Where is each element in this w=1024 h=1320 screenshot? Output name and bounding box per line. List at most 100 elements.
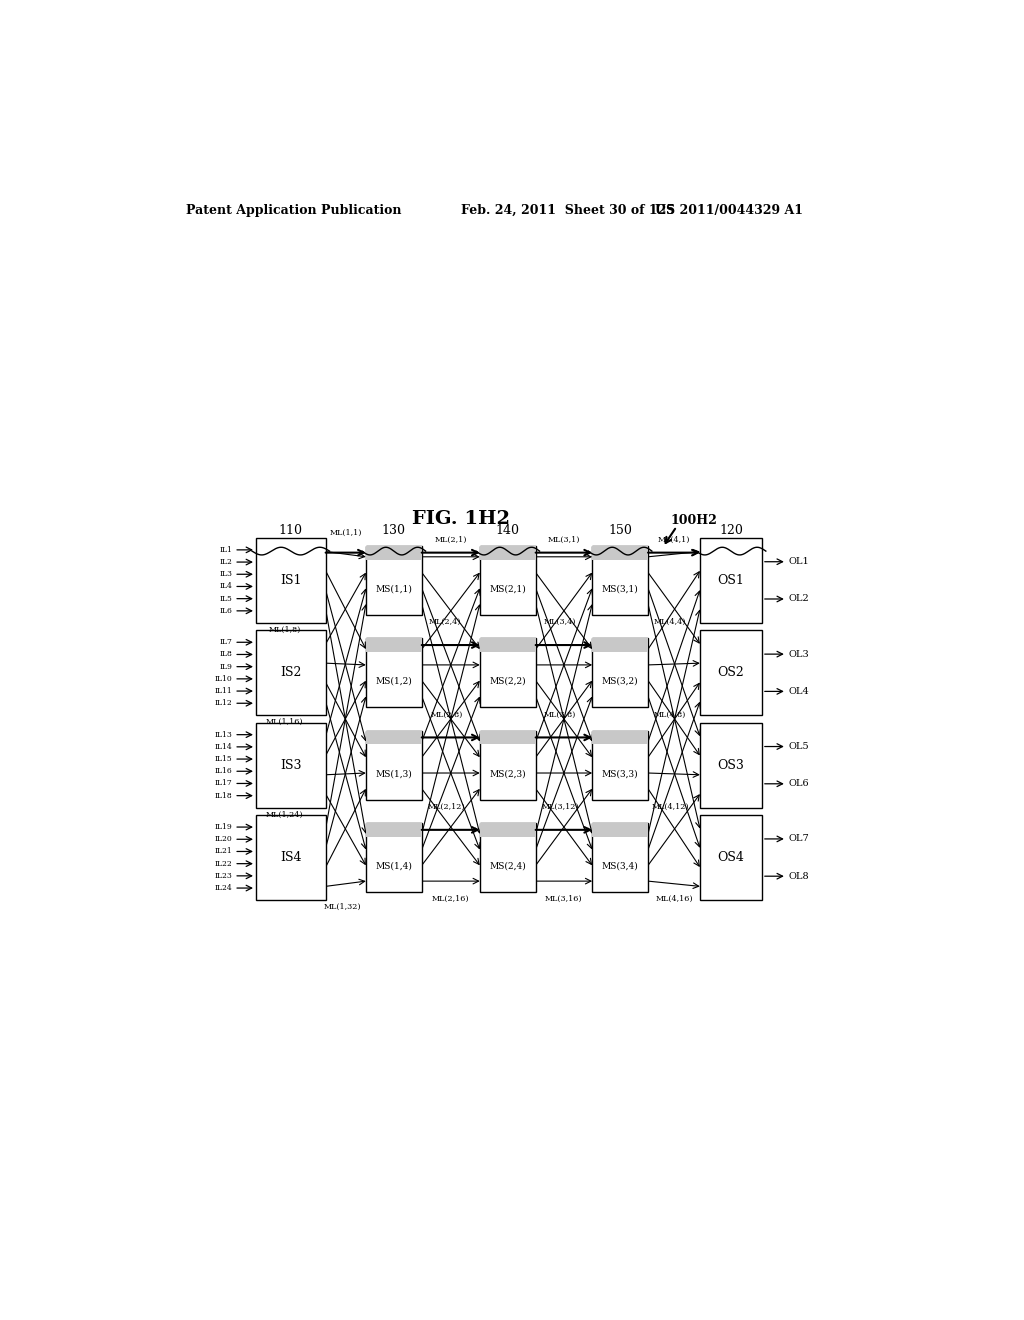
Text: MS(1,3): MS(1,3) [376,770,413,777]
Text: OL4: OL4 [788,686,809,696]
Text: 110: 110 [279,524,303,537]
Bar [700,723,762,808]
Text: IL18: IL18 [215,792,232,800]
Text: ML(3,12): ML(3,12) [542,803,579,810]
Text: FIG. 1H2: FIG. 1H2 [413,510,510,528]
Text: IL19: IL19 [215,824,232,832]
Text: ML(2,12): ML(2,12) [428,803,466,810]
Text: OL8: OL8 [788,871,809,880]
Text: IS4: IS4 [280,851,301,865]
Bar [366,638,422,708]
Text: ML(2,1): ML(2,1) [434,536,467,544]
Text: ML(1,24): ML(1,24) [266,810,303,818]
Text: IL7: IL7 [220,639,232,647]
Bar [366,545,422,560]
Text: OL1: OL1 [788,557,809,566]
Bar [480,730,536,744]
Bar [366,822,422,892]
Text: OL5: OL5 [788,742,809,751]
Text: IL1: IL1 [220,546,232,554]
Text: ML(4,4): ML(4,4) [654,618,686,626]
Text: IL4: IL4 [220,582,232,590]
Bar [480,638,536,652]
Bar [366,730,422,800]
Bar [592,638,648,652]
Text: ML(4,8): ML(4,8) [654,710,686,718]
Text: US 2011/0044329 A1: US 2011/0044329 A1 [655,205,803,218]
Bar [480,822,536,892]
Text: MS(3,2): MS(3,2) [602,677,638,685]
Text: ML(1,16): ML(1,16) [266,718,303,726]
Text: MS(1,2): MS(1,2) [376,677,413,685]
Text: Patent Application Publication: Patent Application Publication [186,205,401,218]
Text: IL21: IL21 [215,847,232,855]
Bar [592,730,648,744]
Text: MS(2,1): MS(2,1) [489,585,526,593]
Text: ML(4,16): ML(4,16) [655,895,693,903]
Bar [366,730,422,744]
Text: MS(2,2): MS(2,2) [489,677,526,685]
Bar [480,730,536,800]
Bar [480,545,536,615]
Bar [366,638,422,652]
Bar [256,816,326,900]
Text: IL14: IL14 [215,743,232,751]
Text: 140: 140 [496,524,520,537]
Text: OS1: OS1 [718,574,744,587]
Text: OS4: OS4 [718,851,744,865]
Text: ML(4,12): ML(4,12) [651,803,689,810]
Bar [700,539,762,623]
Bar [366,545,422,615]
Text: MS(1,1): MS(1,1) [376,585,413,593]
Bar [366,822,422,837]
Text: IS3: IS3 [280,759,301,772]
Text: IL3: IL3 [219,570,232,578]
Text: OL2: OL2 [788,594,809,603]
Bar [480,545,536,560]
Bar [592,545,648,615]
Bar [256,723,326,808]
Text: IL16: IL16 [215,767,232,775]
Text: IL22: IL22 [215,859,232,867]
Text: IL12: IL12 [215,700,232,708]
Bar [256,539,326,623]
Text: IL10: IL10 [215,675,232,682]
Text: 150: 150 [608,524,632,537]
Text: ML(2,16): ML(2,16) [432,895,470,903]
Text: ML(3,4): ML(3,4) [544,618,577,626]
Text: ML(2,4): ML(2,4) [428,618,461,626]
Text: OS3: OS3 [718,759,744,772]
Bar [700,631,762,715]
Bar [592,638,648,708]
Text: IS1: IS1 [280,574,301,587]
Text: IL15: IL15 [215,755,232,763]
Bar [592,730,648,800]
Text: ML(3,16): ML(3,16) [545,895,583,903]
Text: ML(1,1): ML(1,1) [330,528,362,536]
Bar [256,631,326,715]
Bar [592,822,648,837]
Text: OS2: OS2 [718,667,744,680]
Text: MS(3,1): MS(3,1) [602,585,639,593]
Text: MS(2,4): MS(2,4) [489,862,526,870]
Text: MS(3,3): MS(3,3) [602,770,638,777]
Text: IL24: IL24 [215,884,232,892]
Bar [480,638,536,708]
Text: ML(4,1): ML(4,1) [657,536,690,544]
Text: IL6: IL6 [220,607,232,615]
Text: MS(2,3): MS(2,3) [489,770,526,777]
Text: MS(3,4): MS(3,4) [602,862,639,870]
Text: ML(1,8): ML(1,8) [268,626,301,634]
Text: IL9: IL9 [220,663,232,671]
Text: IL17: IL17 [215,779,232,788]
Text: OL6: OL6 [788,779,809,788]
Text: IL20: IL20 [215,836,232,843]
Text: OL7: OL7 [788,834,809,843]
Text: MS(1,4): MS(1,4) [376,862,413,870]
Bar [480,822,536,837]
Text: OL3: OL3 [788,649,809,659]
Text: ML(3,8): ML(3,8) [544,710,577,718]
Text: IL11: IL11 [215,686,232,696]
Text: Feb. 24, 2011  Sheet 30 of 125: Feb. 24, 2011 Sheet 30 of 125 [461,205,675,218]
Text: ML(2,8): ML(2,8) [431,710,463,718]
